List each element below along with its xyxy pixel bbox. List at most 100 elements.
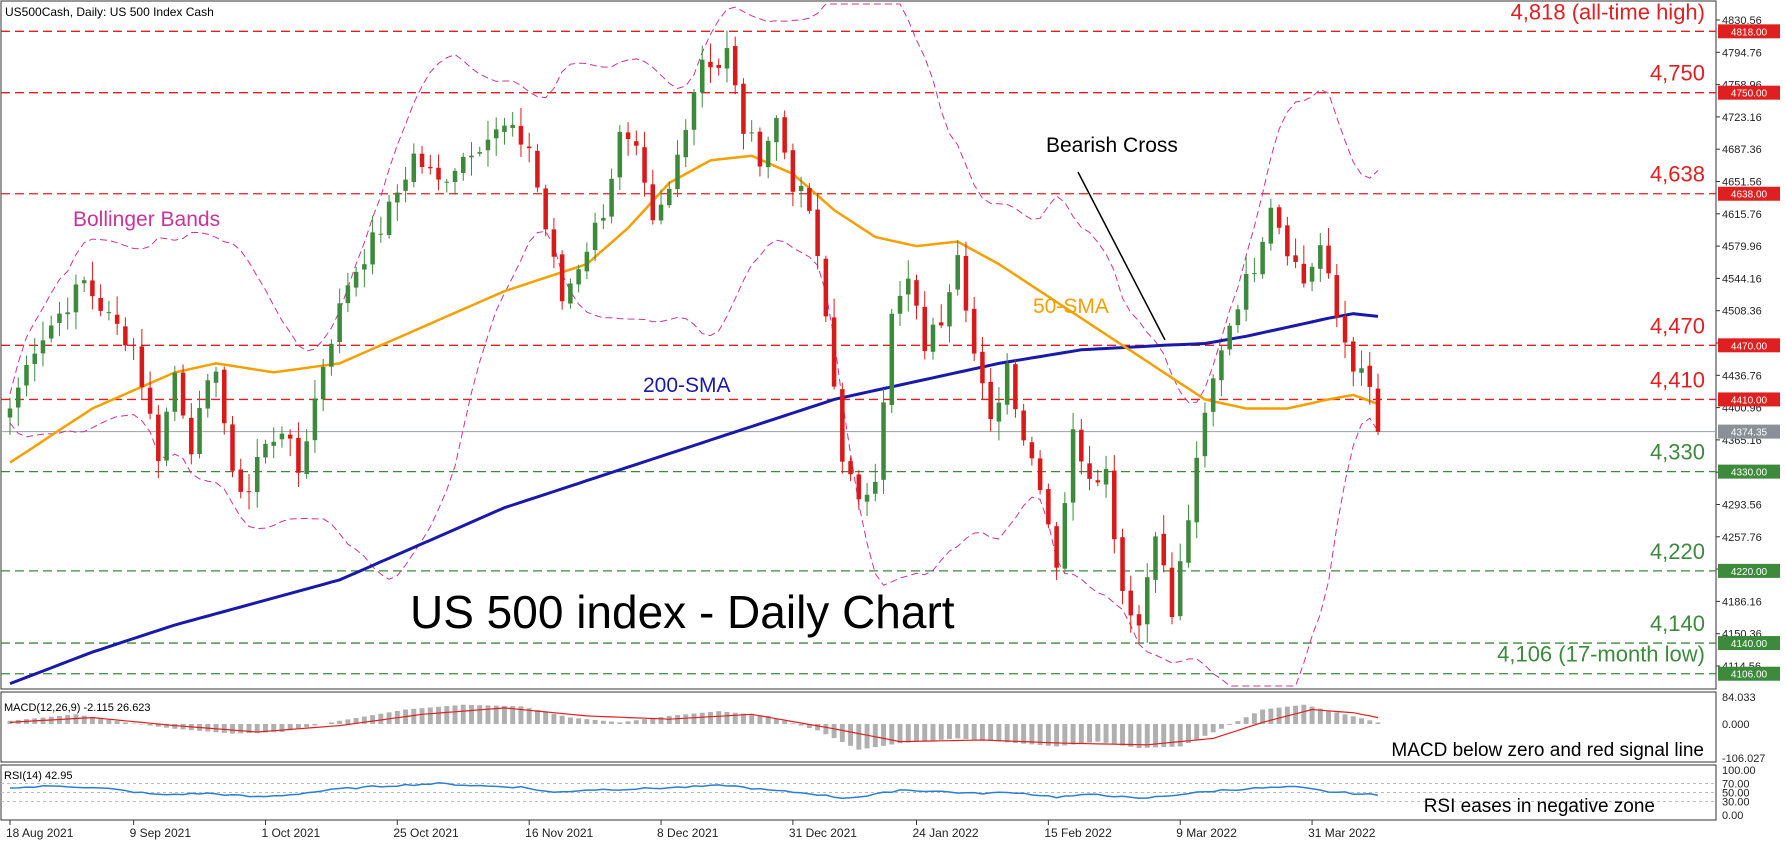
level-tag-text: 4106.00 (1731, 670, 1768, 681)
rsi-line (9, 781, 1379, 799)
bollinger-bands (9, 3, 1379, 687)
candle-body (1136, 614, 1142, 626)
candle-body (724, 48, 730, 69)
candle-body (65, 312, 70, 315)
candle-body (1243, 273, 1249, 310)
sma200-label: 200-SMA (643, 374, 731, 397)
candle-body (1276, 207, 1282, 228)
candle-body (40, 340, 46, 354)
candle-body (864, 494, 870, 502)
level-tag (1718, 24, 1780, 39)
candle-body (131, 344, 136, 346)
candle-body (213, 371, 219, 383)
x-tick-label: 31 Dec 2021 (789, 826, 857, 840)
candle-body (221, 369, 227, 424)
candle-body (362, 264, 367, 270)
candle-body (370, 232, 375, 265)
y-tick-label: 4651.56 (1722, 177, 1762, 189)
candle-body (312, 398, 318, 441)
candle-body (485, 139, 491, 151)
candle-body (353, 271, 359, 288)
candle-body (543, 188, 548, 230)
macd-indicator-label: MACD(12,26,9) -2.115 26.623 (4, 702, 151, 714)
level-tag-text: 4750.00 (1731, 89, 1768, 100)
candle-body (658, 204, 664, 221)
candle-body (938, 322, 944, 326)
sma200-line (9, 312, 1379, 686)
candle-body (675, 154, 680, 190)
candle-body (1309, 266, 1315, 282)
y-tick-label: 4508.36 (1722, 306, 1762, 318)
candle-body (568, 283, 573, 304)
candle-body (123, 326, 128, 346)
x-tick-label: 15 Feb 2022 (1044, 826, 1112, 840)
candle-body (873, 481, 878, 494)
candle-body (559, 254, 565, 302)
y-tick-label: 4615.76 (1722, 209, 1762, 221)
level-tag-text: 4220.00 (1731, 567, 1768, 578)
level-label: 4,638 (1650, 162, 1705, 187)
candle-body (180, 372, 186, 416)
candle-body (774, 117, 779, 143)
candle-body (1210, 378, 1216, 412)
candle-body (395, 192, 400, 203)
candle-body (1037, 458, 1043, 491)
candle-body (1079, 429, 1084, 462)
x-tick-label: 24 Jan 2022 (913, 826, 979, 840)
rsi-tick-label: 30.00 (1722, 797, 1750, 809)
candle-body (287, 434, 293, 439)
bollinger-label: Bollinger Bands (73, 208, 220, 231)
level-tag (1718, 85, 1780, 100)
candle-body (271, 441, 276, 446)
level-label: 4,410 (1650, 367, 1705, 392)
candle-body (691, 91, 697, 130)
macd-tick-label: 0.000 (1722, 719, 1750, 731)
candle-body (667, 188, 672, 206)
candle-body (279, 433, 285, 440)
level-label: 4,330 (1650, 440, 1705, 465)
candle-body (246, 491, 252, 493)
candle-body (1268, 207, 1274, 244)
candle-body (576, 269, 581, 285)
candle-body (1293, 255, 1298, 262)
candle-body (1029, 442, 1035, 459)
x-tick-label: 9 Sep 2021 (130, 826, 192, 840)
candle-body (914, 280, 919, 306)
candle-body (1177, 561, 1183, 617)
candle-body (1153, 536, 1158, 580)
candle-body (98, 297, 103, 311)
candle-body (518, 126, 524, 145)
candle-body (73, 284, 79, 313)
rsi-tick-label: 70.00 (1722, 779, 1750, 791)
candle-body (1318, 245, 1323, 269)
bollinger-upper (9, 3, 1379, 403)
candle-body (592, 222, 598, 251)
macd-panel-frame (0, 691, 1717, 763)
candle-body (1351, 341, 1356, 372)
sma50-line (9, 154, 1379, 464)
candles (7, 30, 1381, 643)
candle-body (930, 324, 936, 352)
candle-body (955, 255, 960, 290)
candle-body (584, 251, 590, 272)
candle-body (378, 233, 384, 235)
candle-body (436, 167, 441, 180)
candle-body (609, 178, 614, 217)
candle-body (815, 209, 820, 257)
candle-body (156, 414, 161, 461)
candle-body (32, 353, 37, 364)
candle-body (114, 314, 120, 324)
macd-panel: 84.033 0.000 -106.027 (7, 692, 1765, 765)
candle-body (963, 255, 969, 311)
current-price-tag (1718, 424, 1780, 439)
candle-body (510, 124, 515, 128)
candle-body (48, 325, 54, 339)
candle-body (1285, 225, 1290, 257)
y-tick-label: 4579.96 (1722, 241, 1762, 253)
candle-body (807, 188, 812, 211)
candle-body (189, 417, 194, 455)
candle-body (164, 411, 169, 461)
candle-body (57, 313, 62, 323)
